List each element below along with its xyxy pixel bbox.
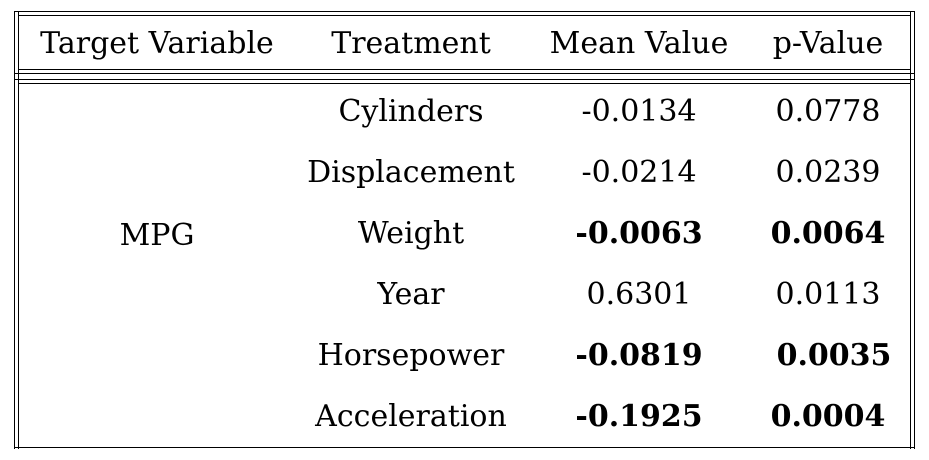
treatment-cell: Horsepower — [317, 338, 505, 373]
table-border-left-inner — [18, 11, 19, 449]
table-border-left-outer — [14, 11, 15, 449]
mean-value-cell: -0.0063 — [575, 216, 703, 251]
target-variable-cell: MPG — [119, 218, 195, 253]
mean-value-cell: -0.1925 — [575, 399, 703, 434]
mean-value-cell: 0.6301 — [586, 277, 692, 312]
mean-value-cell: -0.0819 — [575, 338, 703, 373]
p-value-cell: 0.0035 — [776, 338, 892, 373]
header-p-value: p-Value — [772, 26, 884, 61]
table-border-right-outer — [914, 11, 915, 449]
table-border-right-inner — [910, 11, 911, 449]
treatment-cell: Displacement — [307, 155, 515, 190]
p-value-cell: 0.0064 — [770, 216, 886, 251]
treatment-cell: Year — [377, 277, 445, 312]
p-value-cell: 0.0239 — [775, 155, 881, 190]
header-target-variable: Target Variable — [40, 26, 274, 61]
header-bottom-rule-outer — [14, 73, 915, 74]
table-top-rule — [14, 11, 915, 12]
body-top-rule-outer — [14, 79, 915, 80]
mean-value-cell: -0.0214 — [581, 155, 697, 190]
treatment-cell: Acceleration — [315, 399, 507, 434]
results-table: Target Variable Treatment Mean Value p-V… — [14, 11, 915, 449]
mean-value-cell: -0.0134 — [581, 94, 697, 129]
p-value-cell: 0.0778 — [775, 94, 881, 129]
table-top-rule-inner — [18, 15, 911, 16]
treatment-cell: Cylinders — [338, 94, 484, 129]
p-value-cell: 0.0113 — [775, 277, 881, 312]
treatment-cell: Weight — [357, 216, 465, 251]
header-mean-value: Mean Value — [549, 26, 729, 61]
table-bottom-rule — [14, 447, 915, 448]
header-treatment: Treatment — [331, 26, 491, 61]
body-top-rule — [18, 83, 911, 84]
p-value-cell: 0.0004 — [770, 399, 886, 434]
header-bottom-rule — [18, 69, 911, 70]
